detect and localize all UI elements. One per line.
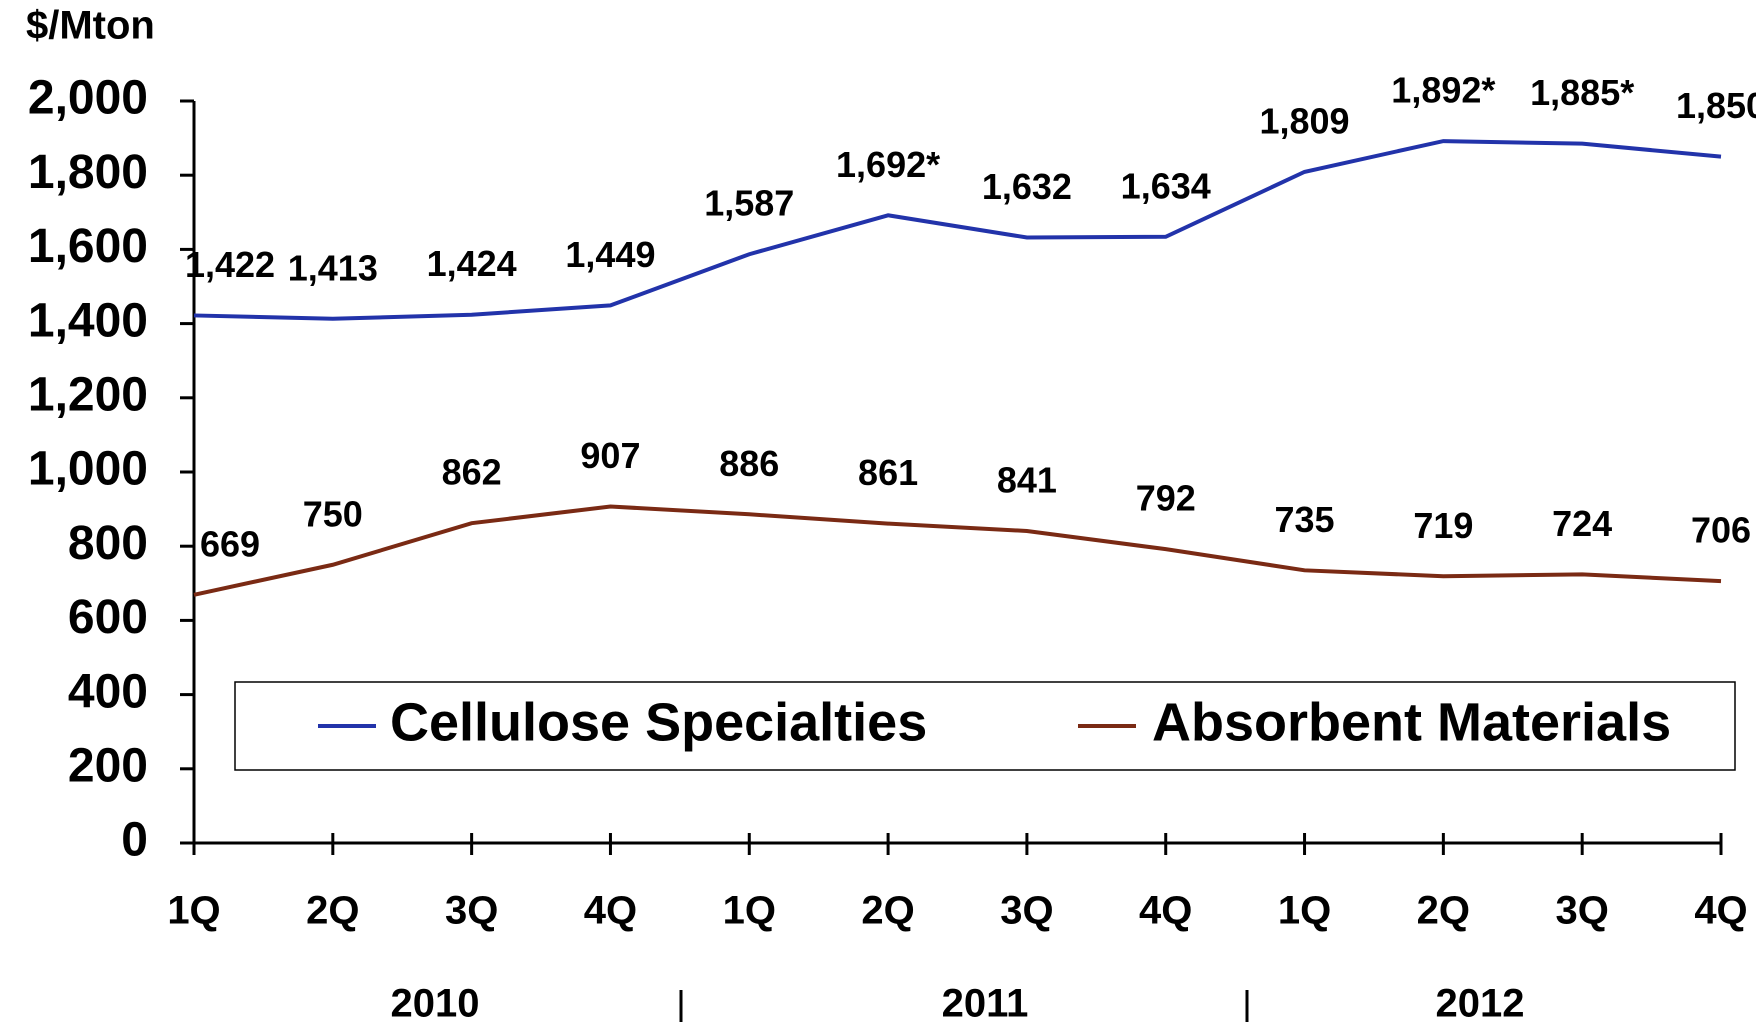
y-tick-label: 800 — [68, 517, 148, 570]
data-label: 1,809 — [1259, 100, 1349, 141]
x-tick-label: 3Q — [1000, 889, 1053, 933]
y-tick-label: 1,800 — [28, 146, 148, 199]
data-label: 862 — [442, 452, 502, 493]
group-label: 2012 — [1436, 982, 1525, 1024]
data-label: 1,634 — [1121, 165, 1211, 206]
series-line — [193, 504, 1722, 597]
series-line — [193, 139, 1722, 321]
y-axis-label: $/Mton — [26, 4, 155, 48]
y-tick-label: 1,200 — [28, 368, 148, 421]
data-label: 792 — [1136, 478, 1196, 519]
y-tick-label: 1,000 — [28, 443, 148, 496]
x-tick-label: 1Q — [1278, 889, 1331, 933]
x-tick-label: 4Q — [1694, 889, 1747, 933]
y-tick-label: 2,000 — [28, 72, 148, 125]
group-label: 2011 — [942, 982, 1029, 1024]
data-label: 1,422 — [185, 244, 275, 285]
data-label: 669 — [200, 523, 260, 564]
legend-label: Absorbent Materials — [1152, 692, 1671, 752]
x-tick-label: 1Q — [167, 889, 220, 933]
data-label: 735 — [1275, 499, 1335, 540]
x-tick-label: 2Q — [1417, 889, 1470, 933]
x-tick-label: 4Q — [1139, 889, 1192, 933]
data-label: 1,413 — [288, 247, 378, 288]
data-label: 1,424 — [427, 243, 517, 284]
data-label: 907 — [580, 435, 640, 476]
data-label: 706 — [1691, 510, 1751, 551]
x-tick-label: 3Q — [445, 889, 498, 933]
x-tick-label: 2Q — [861, 889, 914, 933]
y-tick-label: 400 — [68, 665, 148, 718]
y-tick-label: 600 — [68, 591, 148, 644]
legend-label: Cellulose Specialties — [390, 692, 927, 752]
y-tick-label: 1,600 — [28, 220, 148, 273]
group-label: 2010 — [391, 982, 480, 1024]
x-tick-label: 1Q — [723, 889, 776, 933]
data-label: 841 — [997, 460, 1057, 501]
x-tick-label: 4Q — [584, 889, 637, 933]
data-label: 1,850 — [1676, 85, 1756, 126]
data-label: 1,587 — [704, 183, 794, 224]
y-tick-label: 1,400 — [28, 294, 148, 347]
y-tick-label: 0 — [121, 814, 148, 867]
data-label: 1,892* — [1391, 70, 1495, 111]
data-label: 1,449 — [565, 234, 655, 275]
data-label: 724 — [1552, 503, 1612, 544]
data-label: 1,632 — [982, 166, 1072, 207]
data-label: 750 — [303, 493, 363, 534]
x-tick-label: 2Q — [306, 889, 359, 933]
data-label: 886 — [719, 443, 779, 484]
legend-box — [234, 681, 1736, 771]
data-label: 861 — [858, 452, 918, 493]
data-label: 719 — [1413, 505, 1473, 546]
data-label: 1,885* — [1530, 72, 1634, 113]
x-tick-label: 3Q — [1556, 889, 1609, 933]
y-tick-label: 200 — [68, 739, 148, 792]
data-label: 1,692* — [836, 144, 940, 185]
